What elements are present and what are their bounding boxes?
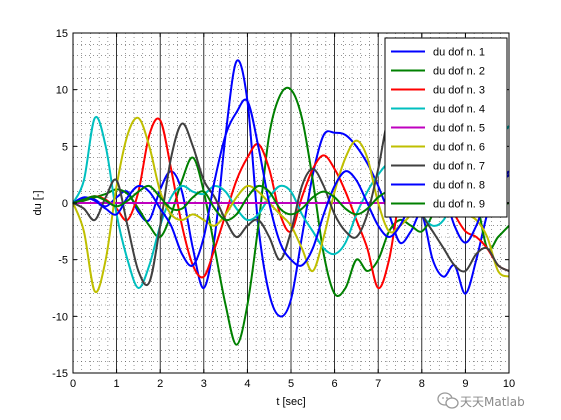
legend-entry: du dof n. 6 (433, 142, 485, 154)
x-tick-label: 0 (70, 378, 76, 390)
watermark-text: 天天Matlab (460, 395, 525, 409)
y-tick-label: 5 (62, 141, 68, 153)
legend-entry: du dof n. 3 (433, 85, 485, 97)
y-tick-label: 10 (56, 85, 68, 97)
legend-entry: du dof n. 1 (433, 47, 485, 59)
x-tick-label: 2 (157, 378, 163, 390)
legend-entry: du dof n. 4 (433, 104, 485, 116)
x-tick-label: 9 (462, 378, 468, 390)
x-tick-label: 3 (201, 378, 207, 390)
x-tick-label: 4 (244, 378, 250, 390)
y-tick-label: 15 (56, 28, 68, 40)
legend-entry: du dof n. 2 (433, 66, 485, 78)
wechat-icon (437, 392, 459, 409)
watermark: 天天Matlab (437, 392, 525, 409)
x-tick-label: 1 (114, 378, 120, 390)
x-axis-label: t [sec] (276, 396, 305, 408)
x-tick-label: 5 (288, 378, 294, 390)
legend-entry: du dof n. 9 (433, 199, 485, 211)
y-tick-label: -5 (58, 255, 68, 267)
legend-entry: du dof n. 5 (433, 123, 485, 135)
y-axis-label: du [-] (32, 190, 44, 215)
x-tick-label: 10 (503, 378, 515, 390)
y-tick-label: -15 (52, 368, 68, 380)
legend: du dof n. 1 du dof n. 2 du dof n. 3 du dof … (384, 37, 508, 218)
series-line-7 (72, 116, 510, 287)
x-tick-label: 6 (332, 378, 338, 390)
x-tick-label: 7 (375, 378, 381, 390)
series-line-1 (72, 59, 510, 318)
series-line-4 (72, 115, 510, 289)
legend-entry: du dof n. 7 (433, 161, 485, 173)
x-tick-label: 8 (419, 378, 425, 390)
axis-ticks: 0 1 2 3 4 5 6 7 8 9 10 -15 -10 -5 0 5 10 15 (52, 28, 515, 390)
y-tick-label: 0 (62, 198, 68, 210)
y-tick-label: -10 (52, 311, 68, 323)
legend-entry: du dof n. 8 (433, 180, 485, 192)
